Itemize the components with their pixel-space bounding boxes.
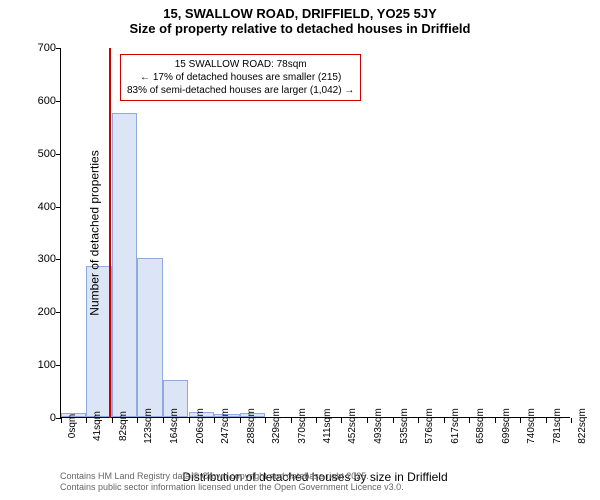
x-tick-label: 658sqm — [469, 408, 486, 444]
y-axis-label: Number of detached properties — [88, 150, 102, 315]
title-sub: Size of property relative to detached ho… — [0, 21, 600, 40]
annotation-box: 15 SWALLOW ROAD: 78sqm ← 17% of detached… — [120, 54, 361, 101]
footer-attribution: Contains HM Land Registry data © Crown c… — [60, 471, 404, 494]
x-tick-label: 740sqm — [520, 408, 537, 444]
y-tick-mark — [56, 365, 61, 366]
y-tick-label: 0 — [16, 412, 56, 424]
y-tick-label: 100 — [16, 359, 56, 371]
x-tick-label: 0sqm — [61, 414, 78, 438]
histogram-bar — [112, 113, 137, 417]
x-tick-label: 247sqm — [214, 408, 231, 444]
y-tick-mark — [56, 312, 61, 313]
x-tick-label: 41sqm — [86, 411, 103, 441]
x-tick-label: 617sqm — [444, 408, 461, 444]
y-tick-mark — [56, 101, 61, 102]
x-tick-label: 493sqm — [367, 408, 384, 444]
x-tick-label: 329sqm — [265, 408, 282, 444]
x-tick-label: 82sqm — [112, 411, 129, 441]
x-tick-label: 535sqm — [393, 408, 410, 444]
y-tick-label: 500 — [16, 148, 56, 160]
x-tick-label: 123sqm — [137, 408, 154, 444]
marker-line — [109, 48, 111, 418]
footer-line2: Contains public sector information licen… — [60, 482, 404, 494]
x-tick-label: 370sqm — [291, 408, 308, 444]
annotation-line1: 15 SWALLOW ROAD: 78sqm — [127, 58, 354, 71]
y-tick-mark — [56, 207, 61, 208]
title-main: 15, SWALLOW ROAD, DRIFFIELD, YO25 5JY — [0, 0, 600, 21]
annotation-line2: ← 17% of detached houses are smaller (21… — [127, 71, 354, 84]
x-tick-label: 699sqm — [495, 408, 512, 444]
x-tick-label: 576sqm — [418, 408, 435, 444]
plot-area: 01002003004005006007000sqm41sqm82sqm123s… — [60, 48, 570, 418]
x-tick-label: 206sqm — [189, 408, 206, 444]
y-tick-mark — [56, 259, 61, 260]
y-tick-mark — [56, 154, 61, 155]
x-tick-label: 411sqm — [316, 409, 333, 444]
y-tick-label: 600 — [16, 95, 56, 107]
y-tick-label: 400 — [16, 201, 56, 213]
histogram-bar — [137, 258, 162, 417]
x-tick-label: 288sqm — [240, 408, 257, 444]
x-tick-label: 452sqm — [341, 408, 358, 444]
chart-container: 01002003004005006007000sqm41sqm82sqm123s… — [60, 48, 570, 418]
x-tick-label: 164sqm — [163, 408, 180, 444]
y-tick-label: 200 — [16, 306, 56, 318]
footer-line1: Contains HM Land Registry data © Crown c… — [60, 471, 404, 483]
y-tick-label: 700 — [16, 42, 56, 54]
y-tick-mark — [56, 48, 61, 49]
annotation-line3: 83% of semi-detached houses are larger (… — [127, 84, 354, 97]
x-tick-label: 822sqm — [571, 408, 588, 444]
y-tick-label: 300 — [16, 253, 56, 265]
x-tick-label: 781sqm — [546, 408, 563, 444]
